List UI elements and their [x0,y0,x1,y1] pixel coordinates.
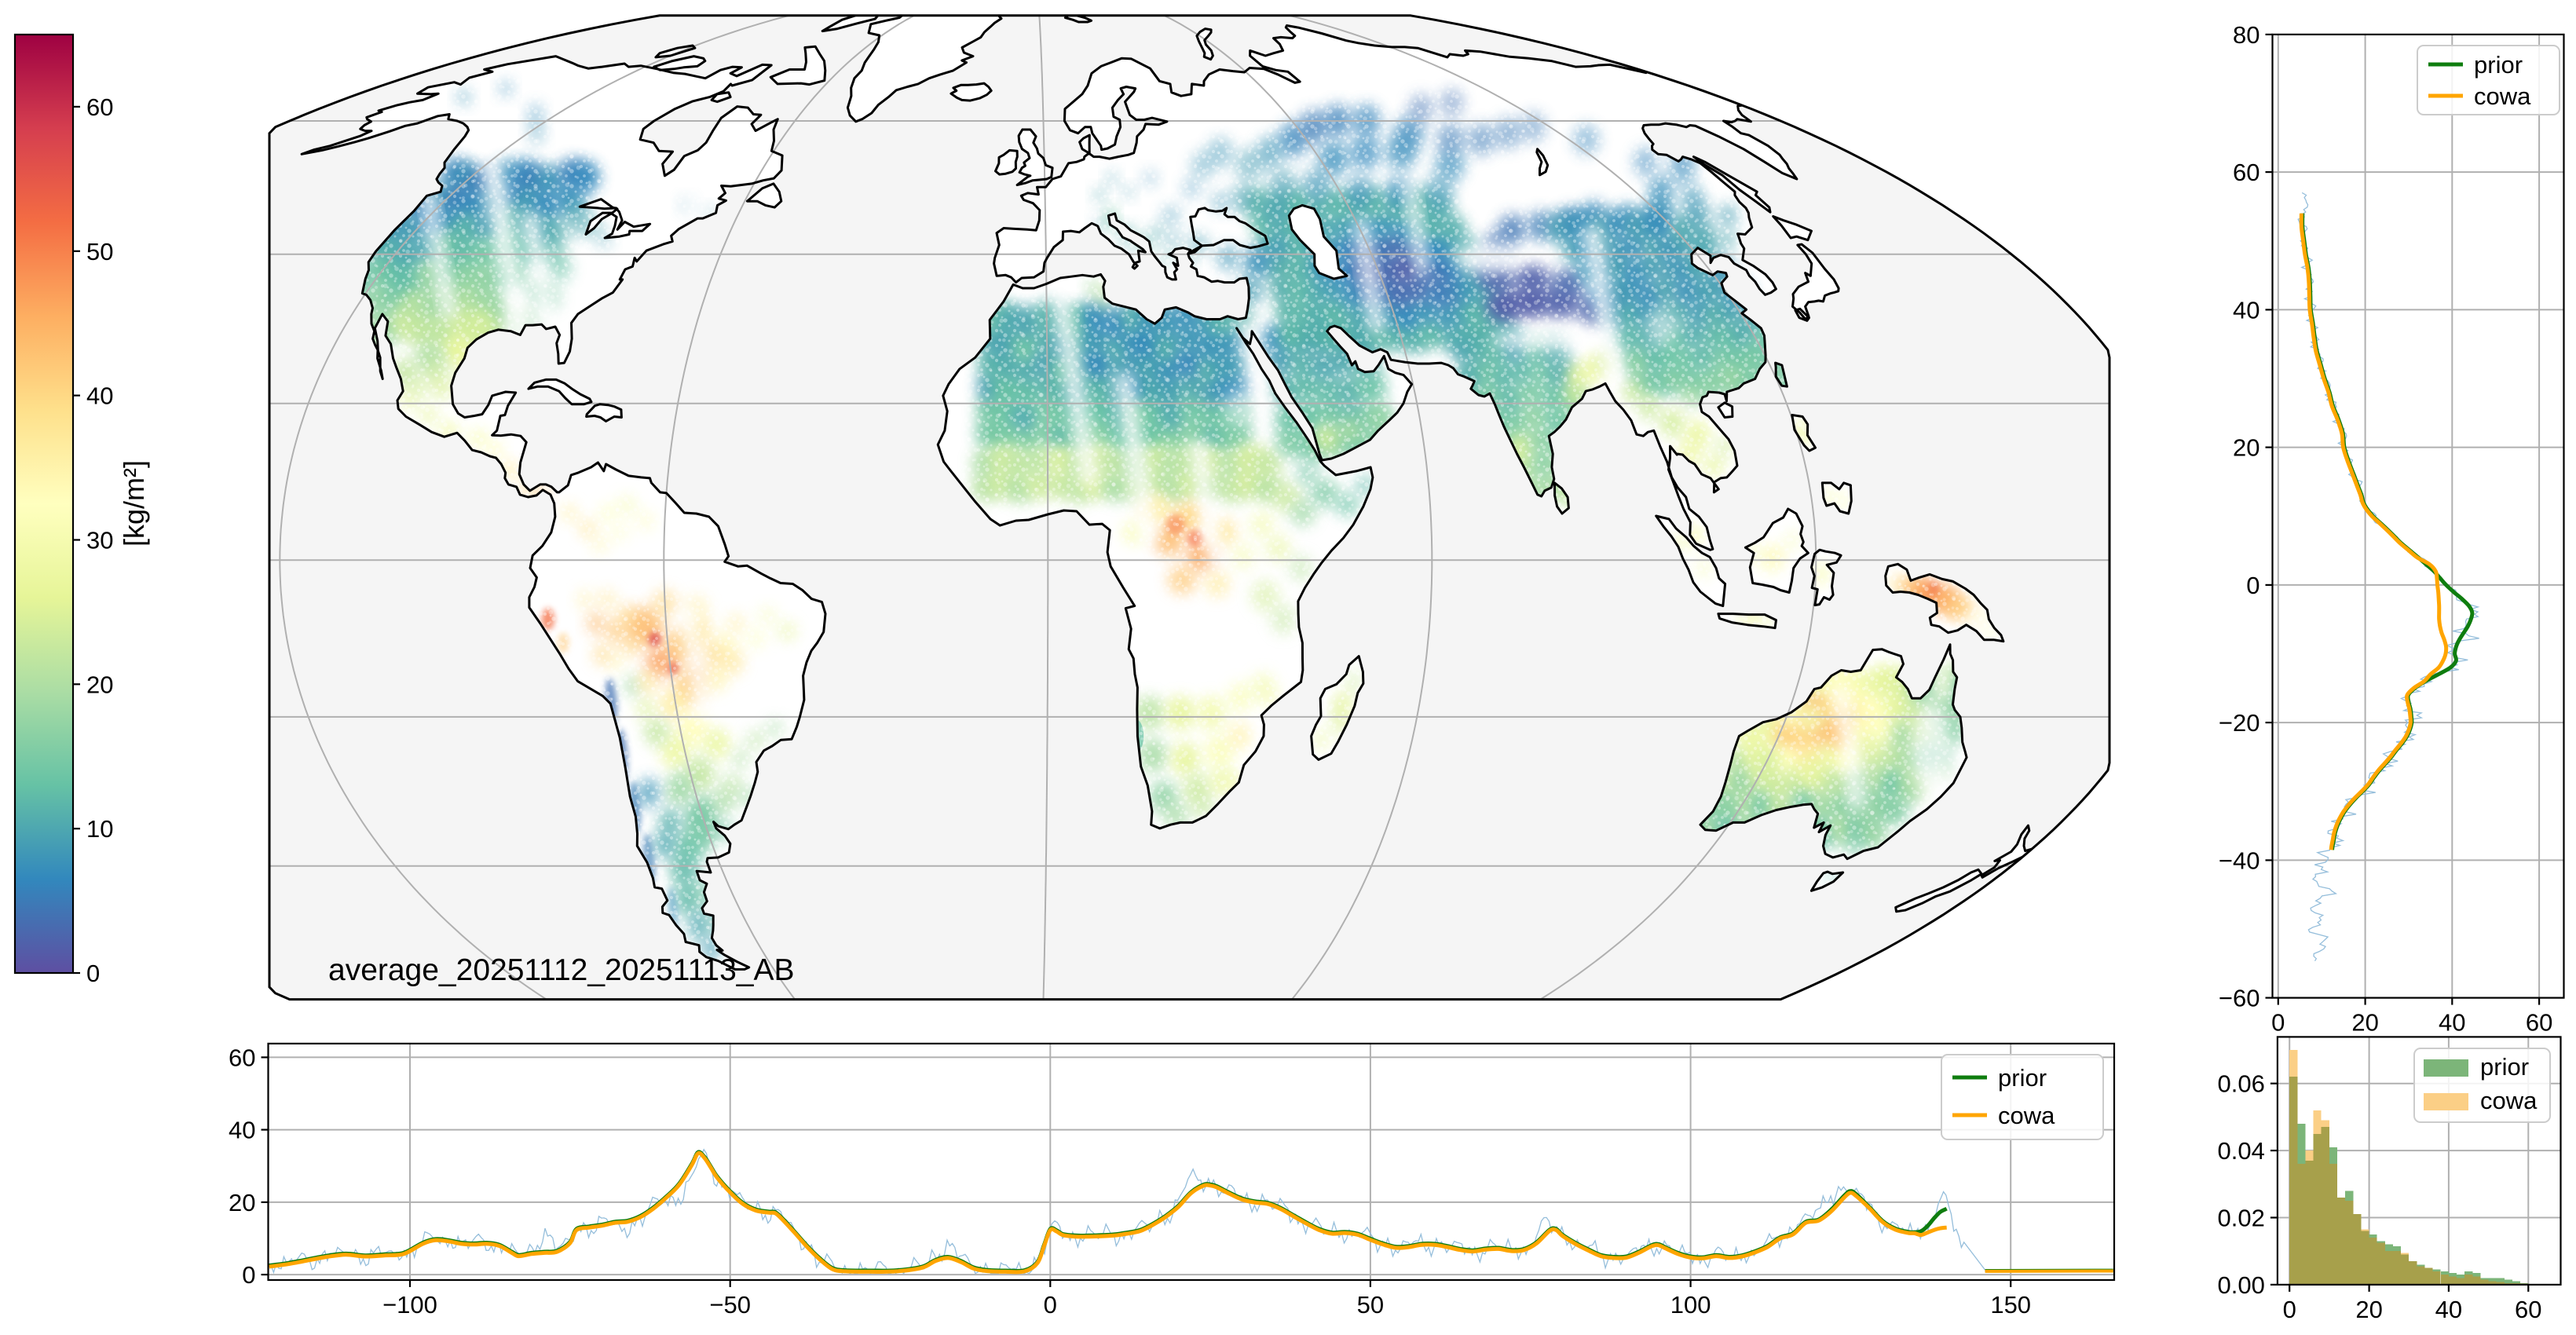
svg-text:40: 40 [2439,1009,2465,1037]
svg-text:40: 40 [229,1117,255,1144]
svg-text:80: 80 [2233,21,2259,49]
svg-text:−60: −60 [2219,985,2260,1012]
svg-text:50: 50 [1357,1291,1384,1319]
svg-text:20: 20 [2351,1009,2378,1037]
svg-text:20: 20 [229,1189,255,1216]
svg-text:40: 40 [2233,296,2259,324]
svg-text:0.04: 0.04 [2218,1137,2265,1165]
svg-text:0: 0 [242,1261,255,1289]
svg-text:−20: −20 [2219,709,2260,737]
svg-text:cowa: cowa [1998,1102,2055,1129]
svg-text:0: 0 [2283,1296,2296,1323]
svg-text:0.02: 0.02 [2218,1205,2265,1232]
svg-text:0: 0 [2246,572,2259,599]
svg-text:cowa: cowa [2474,82,2531,110]
svg-text:150: 150 [1990,1291,2031,1319]
svg-text:−50: −50 [709,1291,751,1319]
svg-text:0: 0 [2271,1009,2285,1037]
svg-text:50: 50 [86,238,113,265]
svg-text:20: 20 [2355,1296,2382,1323]
svg-text:−100: −100 [382,1291,437,1319]
svg-text:100: 100 [1670,1291,1711,1319]
svg-text:0: 0 [1044,1291,1057,1319]
svg-text:0.06: 0.06 [2218,1070,2265,1098]
svg-text:0: 0 [86,960,100,987]
svg-text:60: 60 [2515,1296,2541,1323]
svg-text:cowa: cowa [2480,1087,2538,1114]
svg-text:20: 20 [2233,434,2259,462]
svg-text:30: 30 [86,527,113,554]
svg-text:20: 20 [86,671,113,698]
svg-text:0.00: 0.00 [2218,1271,2265,1299]
svg-text:[kg/m²]: [kg/m²] [118,460,150,547]
svg-text:60: 60 [2526,1009,2552,1037]
svg-text:average_20251112_20251113_AB: average_20251112_20251113_AB [328,953,795,987]
svg-text:prior: prior [1998,1064,2047,1092]
svg-text:60: 60 [229,1044,255,1071]
svg-text:−40: −40 [2219,847,2260,874]
svg-text:40: 40 [86,382,113,410]
svg-text:prior: prior [2480,1053,2529,1081]
svg-text:60: 60 [86,93,113,121]
svg-text:prior: prior [2474,51,2523,79]
svg-text:40: 40 [2435,1296,2462,1323]
svg-text:60: 60 [2233,159,2259,186]
svg-text:10: 10 [86,815,113,843]
